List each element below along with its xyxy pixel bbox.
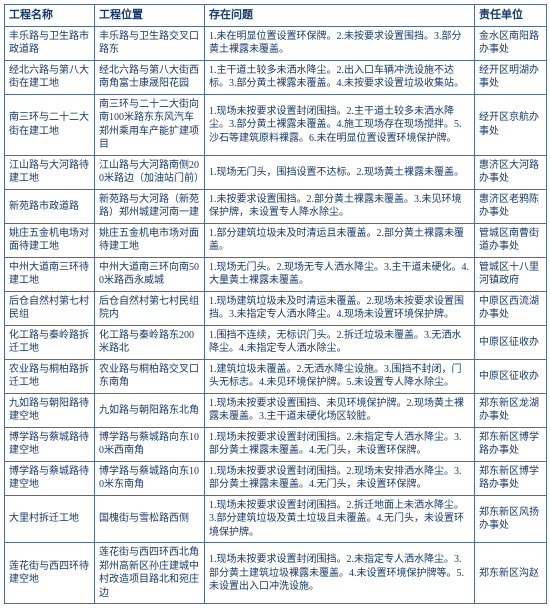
cell-unit: 郑东新区博学路办事处	[475, 427, 547, 461]
table-row: 莲花街与西四环待建空地莲花街与西四环西北角郑州高新区孙庄建城中村改造项目路北和宛…	[5, 543, 547, 604]
cell-loc: 国槐街与雪松路西侧	[95, 495, 205, 543]
cell-loc: 新苑路与大河路（新苑路）郑州城建河南一建	[95, 189, 205, 223]
cell-issue: 1.现场无门头。2.现场无专人洒水降尘。3.主干道未硬化。4.大量黄土裸露未覆盖…	[205, 257, 475, 291]
cell-loc: 丰乐路与卫生路交叉口路东	[95, 26, 205, 60]
cell-unit: 郑东新区博学路办事处	[475, 461, 547, 495]
table-row: 丰乐路与卫生路市政道路丰乐路与卫生路交叉口路东1.未在明显位置设置环保牌。2.未…	[5, 26, 547, 60]
cell-unit: 郑东新区沟赵	[475, 543, 547, 604]
table-row: 农业路与桐柏路拆迁工地农业路与桐柏路交叉口东南角1.建筑垃圾未覆盖。2.无洒水降…	[5, 359, 547, 393]
table-row: 后仓自然村第七村民组后仓自然村第七村民组院内1.现场建筑垃圾未及时清运未覆盖。2…	[5, 291, 547, 325]
table-row: 新苑路市政道路新苑路与大河路（新苑路）郑州城建河南一建1.未按要求设置围挡。2.…	[5, 189, 547, 223]
cell-unit: 金水区南阳路办事处	[475, 26, 547, 60]
cell-name: 博学路与蔡城路待建空地	[5, 427, 95, 461]
cell-loc: 博学路与蔡城路向东100米西南角	[95, 427, 205, 461]
table-row: 经北六路与第八大街在建工地经北六路与第八大街西南角富士康晟阳花园1.主干道土较多…	[5, 60, 547, 94]
cell-unit: 中原区征收办	[475, 325, 547, 359]
cell-issue: 1.围挡不连续，无标识门头。2.拆迁垃圾未覆盖。3.无洒水降尘。4.未指定专人洒…	[205, 325, 475, 359]
cell-loc: 后仓自然村第七村民组院内	[95, 291, 205, 325]
cell-loc: 农业路与桐柏路交叉口东南角	[95, 359, 205, 393]
header-issues: 存在问题	[205, 5, 475, 27]
cell-name: 南三环与二十二大街在建工地	[5, 94, 95, 155]
table-row: 大里村拆迁工地国槐街与雪松路西侧1.现场未按要求设置封闭围挡。2.拆迁地面上未洒…	[5, 495, 547, 543]
cell-name: 中州大道南三环待建工地	[5, 257, 95, 291]
cell-issue: 1.现场建筑垃圾未及时清运未覆盖。2.现场未按要求设置围挡。3.未指定专人洒水降…	[205, 291, 475, 325]
cell-unit: 郑东新区龙湖办事处	[475, 393, 547, 427]
cell-issue: 1.现场未按要求设置封闭围挡。2.未指定专人洒水降尘。3.部分黄土裸露未覆盖。4…	[205, 427, 475, 461]
cell-loc: 经北六路与第八大街西南角富士康晟阳花园	[95, 60, 205, 94]
cell-loc: 化工路与秦岭路东200米路北	[95, 325, 205, 359]
cell-unit: 惠济区老鸦陈办事处	[475, 189, 547, 223]
cell-issue: 1.现场未按要求设置封闭围挡。2.主干道土较多未洒水降尘。3.部分黄土裸露未覆盖…	[205, 94, 475, 155]
cell-issue: 1.现场未按要求设置围挡、未见环境保护牌。2.现场黄土裸露未覆盖。3.主干道未硬…	[205, 393, 475, 427]
cell-unit: 经开区京航办事处	[475, 94, 547, 155]
table-row: 江山路与大河路待建工地江山路与大河路南侧200米路边（加油站门前）1.现场无门头…	[5, 155, 547, 189]
cell-name: 经北六路与第八大街在建工地	[5, 60, 95, 94]
cell-loc: 九如路与朝阳路东北角	[95, 393, 205, 427]
header-name: 工程名称	[5, 5, 95, 27]
table-row: 九如路与朝阳路待建空地九如路与朝阳路东北角1.现场未按要求设置围挡、未见环境保护…	[5, 393, 547, 427]
table-row: 博学路与蔡城路待建空地博学路与蔡城路向东100米西南角1.现场未按要求设置封闭围…	[5, 427, 547, 461]
cell-unit: 管城区南曹街道办事处	[475, 223, 547, 257]
cell-loc: 江山路与大河路南侧200米路边（加油站门前）	[95, 155, 205, 189]
cell-name: 九如路与朝阳路待建空地	[5, 393, 95, 427]
table-row: 南三环与二十二大街在建工地南三环与二十二大街向南100米路东东风汽车郑州乘用车产…	[5, 94, 547, 155]
cell-issue: 1.主干道土较多未洒水降尘。2.出入口车辆冲洗设施不达标。3.部分黄土裸露未覆盖…	[205, 60, 475, 94]
cell-name: 后仓自然村第七村民组	[5, 291, 95, 325]
cell-name: 化工路与秦岭路拆迁工地	[5, 325, 95, 359]
cell-issue: 1.现场未按要求设置封闭围挡。2.拆迁地面上未洒水降尘。3.部分建筑垃圾及黄土垃…	[205, 495, 475, 543]
cell-unit: 中原区征收办	[475, 359, 547, 393]
cell-unit: 惠济区大河路办事处	[475, 155, 547, 189]
cell-name: 莲花街与西四环待建空地	[5, 543, 95, 604]
cell-loc: 莲花街与西四环西北角郑州高新区孙庄建城中村改造项目路北和宛庄边	[95, 543, 205, 604]
header-location: 工程位置	[95, 5, 205, 27]
cell-unit: 中原区西流湖办事处	[475, 291, 547, 325]
cell-unit: 经开区明湖办事处	[475, 60, 547, 94]
cell-unit: 郑东新区风扬办事处	[475, 495, 547, 543]
header-unit: 责任单位	[475, 5, 547, 27]
cell-loc: 姚庄五金机电市场对面待建工地	[95, 223, 205, 257]
cell-name: 农业路与桐柏路拆迁工地	[5, 359, 95, 393]
table-row: 化工路与秦岭路拆迁工地化工路与秦岭路东200米路北1.围挡不连续，无标识门头。2…	[5, 325, 547, 359]
table-row: 中州大道南三环待建工地中州大道南三环向南500米路西永威城1.现场无门头。2.现…	[5, 257, 547, 291]
cell-loc: 博学路与蔡城路向东100米东南角	[95, 461, 205, 495]
cell-issue: 1.未在明显位置设置环保牌。2.未按要求设置围挡。3.部分黄土裸露未覆盖。	[205, 26, 475, 60]
cell-unit: 管城区十八里河镇政府	[475, 257, 547, 291]
cell-name: 姚庄五金机电场对面待建工地	[5, 223, 95, 257]
table-row: 姚庄五金机电场对面待建工地姚庄五金机电市场对面待建工地1.部分建筑垃圾未及时清运…	[5, 223, 547, 257]
cell-name: 丰乐路与卫生路市政道路	[5, 26, 95, 60]
cell-name: 博学路与蔡城路待建空地	[5, 461, 95, 495]
cell-name: 大里村拆迁工地	[5, 495, 95, 543]
cell-issue: 1.现场未按要求设置封闭围挡。2.现场未安排洒水降尘。3.部分黄土裸露未覆盖。4…	[205, 461, 475, 495]
cell-issue: 1.未按要求设置围挡。2.部分黄土裸露未覆盖。3.未见环境保护牌，未设置专人降水…	[205, 189, 475, 223]
cell-issue: 1.建筑垃圾未覆盖。2.无洒水降尘设施。3.围挡不封闭，门头无标志。4.未见环境…	[205, 359, 475, 393]
cell-issue: 1.部分建筑垃圾未及时清运且未覆盖。2.部分黄土裸露未覆盖。	[205, 223, 475, 257]
cell-issue: 1.现场无门头，围挡设置不达标。2.现场黄土裸露未覆盖。	[205, 155, 475, 189]
header-row: 工程名称 工程位置 存在问题 责任单位	[5, 5, 547, 27]
cell-issue: 1.现场未按要求设置封闭围挡。2.未指定专人洒水降尘。3.部分黄土建筑垃圾裸露未…	[205, 543, 475, 604]
cell-loc: 中州大道南三环向南500米路西永威城	[95, 257, 205, 291]
table-row: 博学路与蔡城路待建空地博学路与蔡城路向东100米东南角1.现场未按要求设置封闭围…	[5, 461, 547, 495]
cell-name: 江山路与大河路待建工地	[5, 155, 95, 189]
cell-name: 新苑路市政道路	[5, 189, 95, 223]
project-inspection-table: 工程名称 工程位置 存在问题 责任单位 丰乐路与卫生路市政道路丰乐路与卫生路交叉…	[4, 4, 547, 604]
cell-loc: 南三环与二十二大街向南100米路东东风汽车郑州乘用车产能扩建项目	[95, 94, 205, 155]
